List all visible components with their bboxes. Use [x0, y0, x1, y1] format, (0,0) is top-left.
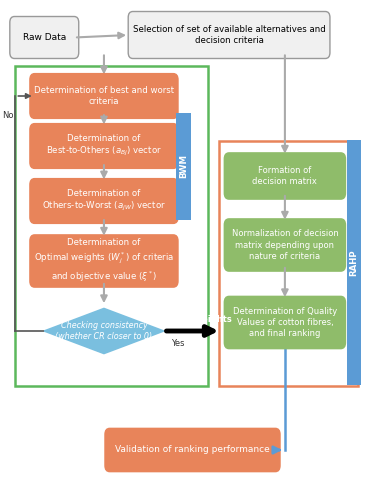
Text: No: No — [2, 112, 13, 120]
FancyBboxPatch shape — [30, 124, 178, 168]
FancyBboxPatch shape — [105, 428, 280, 472]
Text: RAHP: RAHP — [349, 249, 358, 276]
FancyBboxPatch shape — [176, 112, 191, 220]
Text: Determination of best and worst
criteria: Determination of best and worst criteria — [34, 86, 174, 106]
FancyBboxPatch shape — [128, 12, 330, 58]
FancyBboxPatch shape — [30, 179, 178, 223]
Polygon shape — [44, 308, 164, 354]
FancyBboxPatch shape — [224, 219, 345, 271]
Text: Checking consistency
(whether CR closer to 0): Checking consistency (whether CR closer … — [55, 321, 152, 341]
Text: Determination of
Others-to-Worst ($a_{jW}$) vector: Determination of Others-to-Worst ($a_{jW… — [42, 188, 166, 214]
Text: Selection of set of available alternatives and
decision criteria: Selection of set of available alternativ… — [133, 25, 325, 45]
Text: Formation of
decision matrix: Formation of decision matrix — [253, 166, 317, 186]
FancyBboxPatch shape — [224, 153, 345, 199]
Text: BWM: BWM — [179, 154, 188, 178]
Text: Criteria Weights: Criteria Weights — [154, 316, 231, 324]
Text: Raw Data: Raw Data — [23, 33, 66, 42]
FancyBboxPatch shape — [346, 140, 361, 385]
FancyBboxPatch shape — [224, 296, 345, 348]
Text: Determination of
Optimal weights ($W_j^*$) of criteria
and objective value ($\xi: Determination of Optimal weights ($W_j^*… — [34, 238, 174, 284]
Text: Yes: Yes — [171, 338, 185, 347]
Text: Determination of Quality
Values of cotton fibres,
and final ranking: Determination of Quality Values of cotto… — [233, 307, 337, 338]
FancyBboxPatch shape — [10, 16, 79, 58]
Text: Normalization of decision
matrix depending upon
nature of criteria: Normalization of decision matrix dependi… — [231, 230, 338, 260]
FancyBboxPatch shape — [30, 235, 178, 287]
Text: Validation of ranking performance: Validation of ranking performance — [115, 446, 270, 454]
Text: Determination of
Best-to-Others ($a_{Bj}$) vector: Determination of Best-to-Others ($a_{Bj}… — [46, 134, 162, 158]
FancyBboxPatch shape — [30, 74, 178, 118]
